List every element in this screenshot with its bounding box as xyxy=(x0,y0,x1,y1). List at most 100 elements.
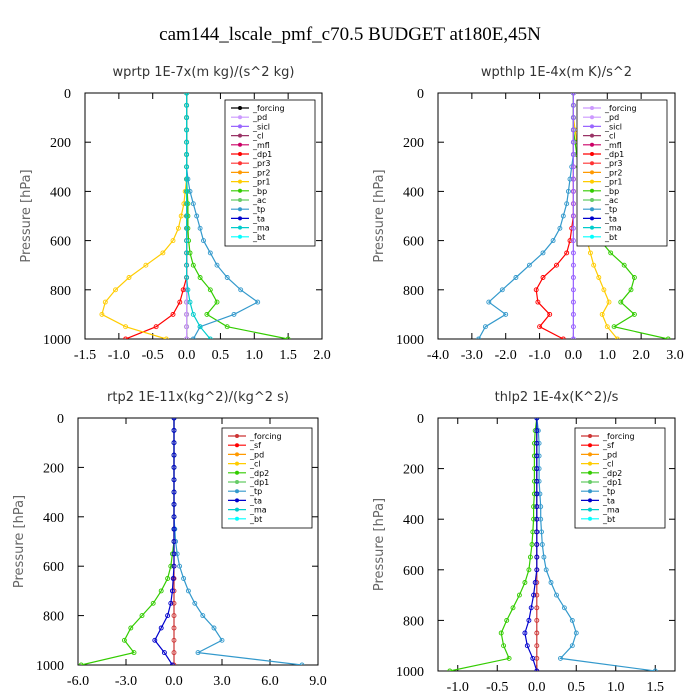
x-tick-label: -2.0 xyxy=(495,348,517,363)
data-point xyxy=(204,311,210,317)
data-point xyxy=(531,592,537,598)
legend-marker xyxy=(238,207,242,212)
data-point xyxy=(184,311,190,317)
figure-title: cam144_lscale_pmf_c70.5 BUDGET at180E,45… xyxy=(159,24,541,45)
data-point xyxy=(564,250,570,256)
data-point xyxy=(570,201,576,207)
data-point xyxy=(526,567,532,573)
legend-label: _bt xyxy=(249,515,262,524)
y-tick-label: 800 xyxy=(43,610,64,625)
panel-1: wprtp 1E-7x(m kg)/(s^2 kg) Pressure [hPa]… xyxy=(19,65,331,363)
legend-marker xyxy=(235,507,239,512)
data-point xyxy=(171,625,177,631)
data-point xyxy=(570,262,576,268)
legend-label: _cl xyxy=(602,460,614,469)
data-point xyxy=(219,637,225,643)
data-point xyxy=(181,576,187,581)
data-point xyxy=(570,238,576,244)
legend-label: _bp xyxy=(252,187,267,196)
series-group xyxy=(99,93,291,339)
data-point xyxy=(184,225,190,231)
legend-marker xyxy=(590,188,594,193)
data-point xyxy=(534,643,540,649)
data-point xyxy=(526,617,532,623)
data-point xyxy=(534,542,540,547)
legend-marker xyxy=(235,498,239,503)
plot-frame xyxy=(84,92,323,340)
legend-marker xyxy=(588,516,592,521)
data-point xyxy=(486,299,492,305)
data-point xyxy=(185,287,191,293)
legend-marker xyxy=(590,234,594,239)
data-point xyxy=(534,630,540,636)
legend-marker xyxy=(238,106,242,110)
data-point xyxy=(177,299,183,305)
y-axis-label: Pressure [hPa] xyxy=(12,495,27,588)
legend-marker xyxy=(238,234,242,239)
legend-label: _dp1 xyxy=(249,478,269,487)
legend-label: _sicl xyxy=(252,122,270,131)
data-point xyxy=(510,605,516,611)
data-point xyxy=(499,287,505,293)
data-point xyxy=(150,600,156,606)
x-tick-label: 2.0 xyxy=(313,348,331,363)
data-point xyxy=(165,613,171,619)
data-point xyxy=(541,554,547,560)
data-point xyxy=(570,213,576,219)
legend-label: _tp xyxy=(252,205,265,214)
data-point xyxy=(537,324,543,330)
data-point xyxy=(614,336,620,339)
data-point xyxy=(171,452,177,458)
data-point xyxy=(121,637,127,643)
legend-marker xyxy=(588,507,592,512)
data-point xyxy=(171,563,177,569)
data-point xyxy=(171,464,177,470)
legend-label: _ta xyxy=(604,214,617,223)
x-tick-label: 2.0 xyxy=(632,348,650,363)
data-point xyxy=(238,287,244,293)
legend-label: _ma xyxy=(249,506,267,515)
legend-marker xyxy=(238,198,242,202)
data-point xyxy=(171,514,177,520)
x-tick-label: -3.0 xyxy=(115,674,137,689)
data-point xyxy=(224,275,230,280)
data-point xyxy=(163,336,169,339)
data-point xyxy=(187,188,193,194)
data-point xyxy=(506,655,512,661)
data-point xyxy=(513,275,519,280)
y-tick-label: 800 xyxy=(403,284,424,299)
legend-label: _sf xyxy=(249,441,261,450)
data-point xyxy=(131,650,137,656)
data-point xyxy=(550,238,556,244)
data-point xyxy=(139,613,145,619)
x-tick-label: -1.0 xyxy=(108,348,130,363)
data-point xyxy=(587,250,593,256)
series-group xyxy=(78,418,305,665)
legend-marker xyxy=(238,216,242,221)
y-tick-label: 200 xyxy=(403,463,424,478)
data-point xyxy=(503,311,509,317)
x-tick-label: 1.0 xyxy=(599,348,617,363)
data-point xyxy=(78,662,84,665)
data-point xyxy=(180,287,186,293)
legend-label: _ta xyxy=(602,496,615,505)
data-point xyxy=(143,262,149,268)
data-point xyxy=(99,311,105,317)
data-point xyxy=(606,299,612,305)
data-point xyxy=(608,250,614,256)
legend-marker xyxy=(588,480,592,484)
legend-marker xyxy=(588,470,592,475)
data-point xyxy=(570,139,576,145)
y-tick-label: 200 xyxy=(403,136,424,151)
series-line-tp xyxy=(478,93,575,339)
data-point xyxy=(531,504,537,510)
data-point xyxy=(171,613,177,619)
y-tick-label: 0 xyxy=(64,87,71,102)
legend-marker xyxy=(588,461,592,466)
data-point xyxy=(570,299,576,305)
data-point xyxy=(534,592,540,598)
data-point xyxy=(200,613,206,619)
data-point xyxy=(184,213,190,219)
data-point xyxy=(618,299,624,305)
data-point xyxy=(197,275,203,280)
